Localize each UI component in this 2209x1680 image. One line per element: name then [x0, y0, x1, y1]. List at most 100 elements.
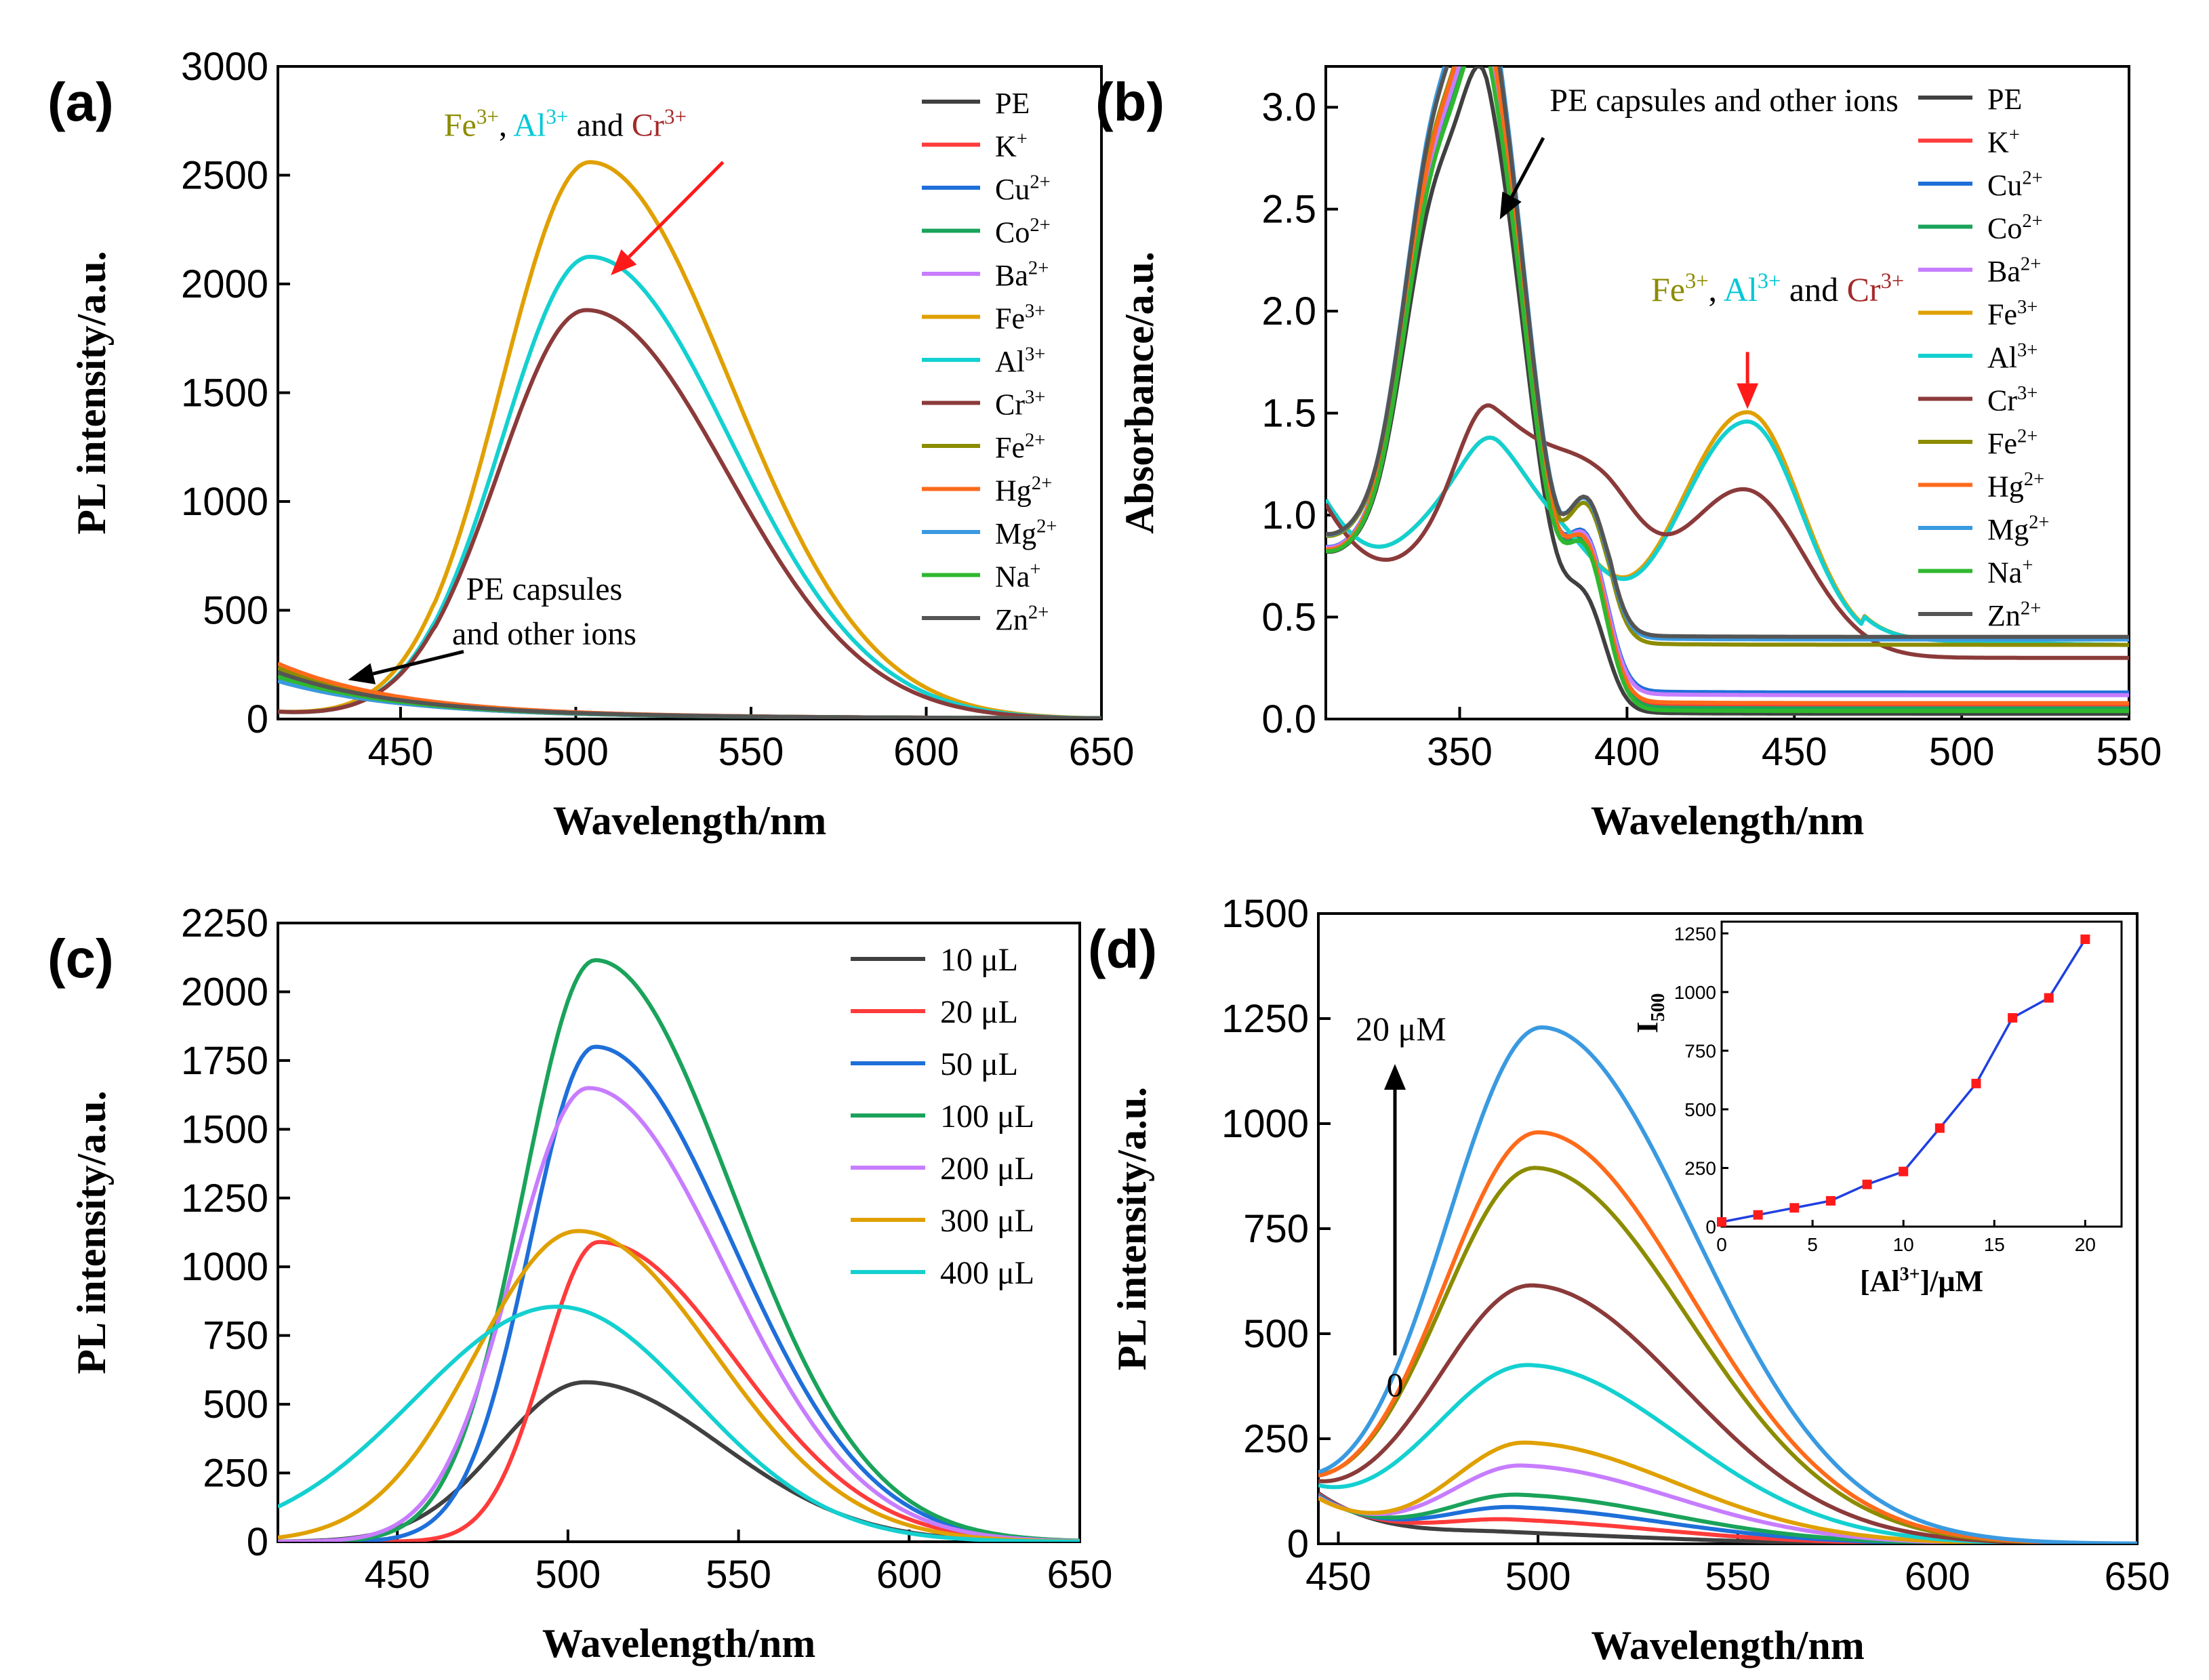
legend-label-text: Al [1987, 341, 2017, 374]
inset-ylabel-sub: 500 [1648, 993, 1669, 1021]
x-axis-label: Wavelength/nm [553, 798, 826, 843]
legend-label-sup: 2+ [1028, 602, 1049, 623]
y-tick-label: 0 [247, 1520, 268, 1564]
legend-label: Mg2+ [995, 516, 1057, 550]
x-tick-label: 500 [535, 1553, 601, 1597]
panel-label: (a) [47, 72, 114, 132]
legend-label: Zn2+ [1987, 598, 2041, 632]
x-tick-label: 450 [365, 1553, 430, 1597]
series-line-50 μL [278, 1044, 1080, 1542]
annotation-sup: 3+ [664, 104, 687, 128]
series-line-Cu2+ [1326, 66, 2129, 695]
legend-label-text: Fe [1987, 427, 2017, 460]
series-line-20 μL [278, 1239, 1080, 1542]
series-line-400 μL [278, 1305, 1080, 1542]
inset-x-axis-label: [Al3+]/μM [1860, 1264, 1983, 1298]
inset-x-tick-label: 5 [1807, 1234, 1818, 1255]
legend-label-text: Co [995, 216, 1030, 249]
legend-label-text: 50 μL [940, 1046, 1018, 1082]
annotation-arrowhead [1384, 1064, 1406, 1090]
series-line-Fe3+ [278, 160, 1101, 719]
x-tick-label: 450 [1762, 730, 1827, 774]
legend-label-text: 300 μL [940, 1203, 1034, 1239]
legend-label-text: Mg [995, 517, 1036, 550]
legend-label-text: Cu [995, 173, 1030, 206]
legend-label: Hg2+ [1987, 469, 2044, 504]
legend-label: K+ [995, 129, 1028, 163]
inset-y-tick-label: 1250 [1674, 923, 1716, 944]
inset-marker [1717, 1217, 1726, 1227]
legend-label: 50 μL [940, 1046, 1018, 1082]
inset-y-tick-label: 1000 [1674, 982, 1716, 1003]
annotation-part: and [569, 108, 632, 144]
legend-label: Ba2+ [995, 258, 1049, 292]
legend-label-text: Fe [995, 302, 1025, 335]
x-tick-label: 550 [2096, 730, 2162, 774]
inset-x-tick-label: 15 [1984, 1234, 2005, 1255]
legend-label-text: PE [1987, 83, 2022, 116]
y-tick-label: 2.0 [1261, 289, 1316, 333]
y-tick-label: 1000 [181, 1245, 268, 1289]
y-tick-label: 1250 [181, 1176, 268, 1221]
legend-label-text: Cu [1987, 169, 2022, 202]
inset-marker [2044, 993, 2054, 1003]
series-line-Co2+ [1326, 66, 2129, 711]
legend-label-text: Cr [1987, 384, 2017, 417]
series-line-Al3+ [1326, 419, 2129, 647]
legend-label-sup: 3+ [1025, 387, 1045, 408]
panel-d: 450 500 550 600 6500250500750100012501500Wav… [1088, 892, 2170, 1668]
inset-marker [1934, 1123, 1945, 1133]
plot-area [1318, 1025, 2137, 1544]
annotation-part: Fe [444, 108, 477, 144]
annotation-sup: 3+ [1758, 269, 1781, 293]
plot-frame [277, 922, 1081, 1543]
x-tick-label: 650 [1047, 1553, 1113, 1597]
y-tick-label: 2.5 [1261, 188, 1316, 232]
x-tick-label: 400 [1594, 730, 1660, 774]
panel-label: (d) [1088, 919, 1157, 979]
x-tick-label: 650 [1069, 730, 1135, 774]
legend-label-sup: 2+ [1036, 516, 1057, 537]
series-line-Hg2+ [1326, 66, 2129, 705]
inset-y-tick-label: 0 [1705, 1216, 1716, 1237]
annotation-part: , [1709, 270, 1724, 308]
x-axis-label: Wavelength/nm [542, 1621, 815, 1666]
legend-label-text: Co [1987, 212, 2022, 245]
plot-area [278, 160, 1101, 719]
legend-label-sup: 2+ [2029, 512, 2049, 533]
y-tick-label: 2000 [181, 970, 268, 1014]
legend-label-text: Fe [1987, 298, 2017, 331]
legend-label: 200 μL [940, 1151, 1034, 1187]
x-axis-label: Wavelength/nm [1591, 798, 1864, 843]
legend-label: PE [1987, 83, 2022, 116]
legend-label-sup: 2+ [2024, 469, 2044, 490]
legend-label: Co2+ [995, 215, 1051, 249]
y-tick-label: 1.0 [1261, 493, 1316, 537]
annotation-sup: 3+ [1881, 269, 1905, 293]
legend-label-text: Ba [1987, 255, 2021, 288]
legend-label: Mg2+ [1987, 512, 2050, 546]
legend-label-text: Hg [1987, 470, 2024, 504]
series-line-Ba2+ [1326, 66, 2129, 697]
legend-label-text: Fe [995, 431, 1025, 464]
x-tick-label: 500 [1929, 730, 1995, 774]
plot-frame [277, 65, 1103, 720]
y-tick-label: 0 [247, 697, 268, 741]
legend-label-text: 20 μL [940, 994, 1018, 1030]
annotation-sup: 3+ [1685, 269, 1709, 293]
series-line-300 μL [278, 1229, 1080, 1542]
y-axis-label: PL intensity/a.u. [1110, 1087, 1154, 1370]
legend-label-sup: 2+ [2021, 253, 2041, 274]
y-tick-label: 0.0 [1261, 697, 1316, 741]
y-tick-label: 1250 [1221, 997, 1309, 1041]
legend-label: Cu2+ [995, 171, 1051, 206]
panel-b: 350 400 450 500 550 0.0 0.5 1.0 1.5 2.0 2.5 3.0 Wave… [1095, 65, 2162, 843]
inset-marker [1899, 1166, 1909, 1176]
legend-label: Zn2+ [995, 602, 1049, 636]
legend-label-text: Ba [995, 259, 1028, 292]
legend-label-text: PE [995, 87, 1030, 120]
y-tick-label: 0.5 [1261, 596, 1316, 640]
y-tick-label: 1000 [1221, 1102, 1309, 1146]
series-line-Fe2+ [1326, 66, 2129, 647]
